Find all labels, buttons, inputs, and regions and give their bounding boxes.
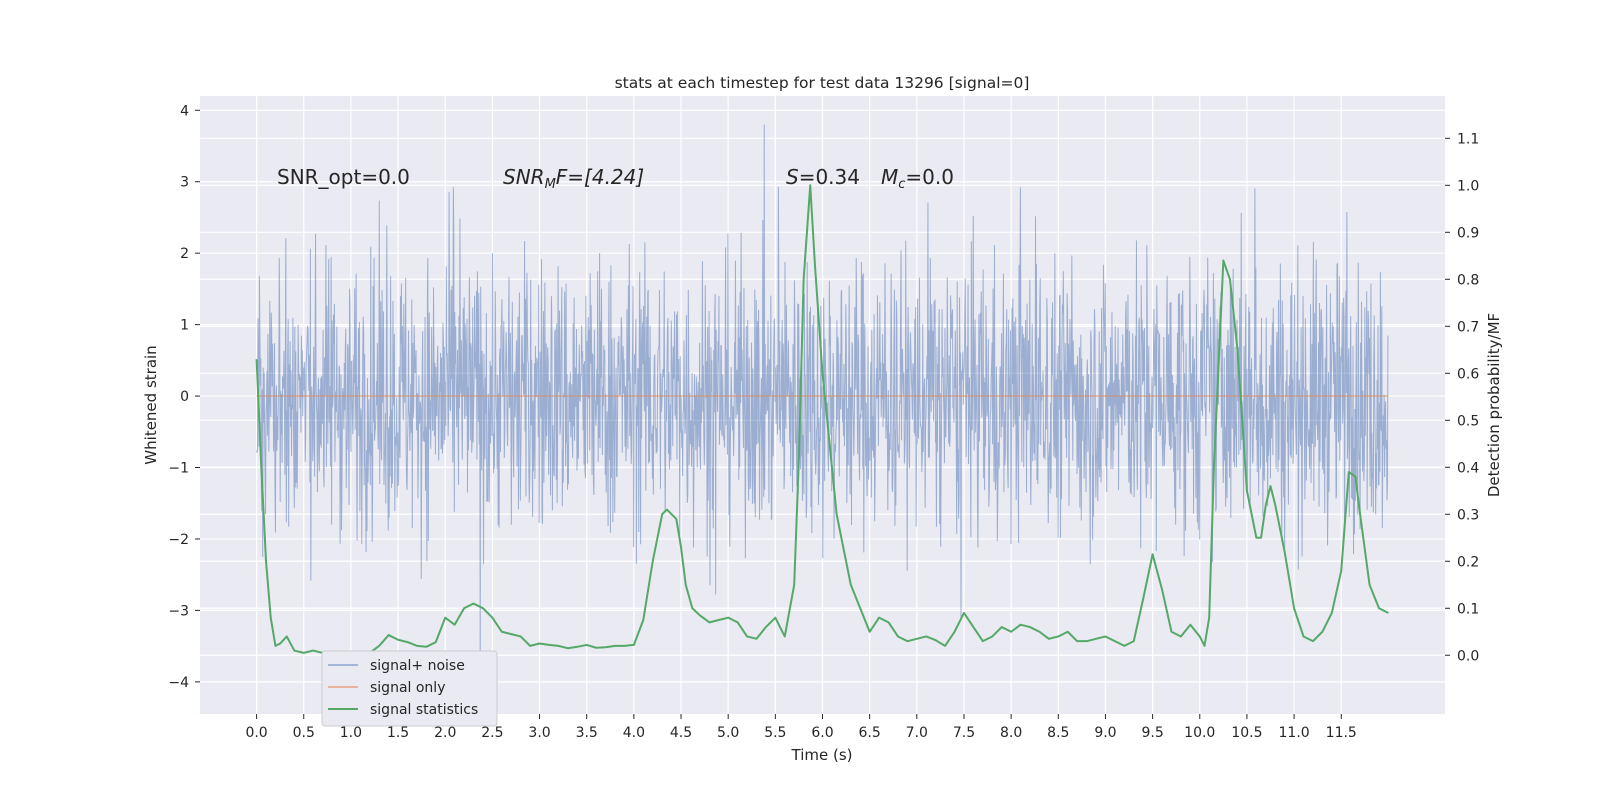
y2-tick-label: 0.3 — [1457, 507, 1479, 523]
x-tick-label: 3.5 — [576, 725, 598, 741]
x-tick-label: 7.0 — [906, 725, 928, 741]
axes-ticks: 0.0 0.5 1.0 1.5 2.0 2.5 3.0 3.5 4.0 4.5 5.0 5.5 6.0 6… — [168, 103, 1479, 741]
annotation-snr-mf-base: SNR — [503, 165, 545, 189]
x-tick-label: 1.5 — [387, 725, 409, 741]
x-tick-label: 0.0 — [245, 725, 267, 741]
y2-tick-label: 1.1 — [1457, 131, 1479, 147]
y-tick-label: −4 — [168, 675, 189, 691]
annotation-mc-var: M — [881, 165, 898, 189]
y-tick-label: 2 — [180, 246, 189, 262]
y-tick-label: −2 — [168, 532, 189, 548]
x-tick-label: 10.0 — [1184, 725, 1215, 741]
legend-label-signal-statistics: signal statistics — [370, 702, 478, 718]
annotation-snr-mf-after: F=[4.24] — [556, 165, 644, 189]
y2-tick-label: 0.5 — [1457, 413, 1479, 429]
x-tick-label: 6.0 — [811, 725, 833, 741]
chart-title: stats at each timestep for test data 132… — [615, 74, 1030, 92]
annotation-mc-sub: c — [898, 177, 905, 192]
annotation-s: S=0.34 — [786, 165, 860, 189]
x-tick-label: 8.5 — [1047, 725, 1069, 741]
y-tick-label: 4 — [180, 103, 189, 119]
x-tick-label: 9.5 — [1141, 725, 1163, 741]
annotation-snr-opt: SNR_opt=0.0 — [277, 165, 410, 189]
y2-tick-label: 1.0 — [1457, 178, 1479, 194]
series-layer — [255, 124, 1389, 664]
x-tick-label: 0.5 — [293, 725, 315, 741]
x-tick-label: 6.5 — [859, 725, 881, 741]
x-tick-label: 11.0 — [1279, 725, 1310, 741]
y-tick-label: −1 — [168, 461, 189, 477]
legend-label-signal-only: signal only — [370, 680, 445, 696]
x-tick-label: 1.0 — [340, 725, 362, 741]
y-axis-label: Whitened strain — [142, 345, 160, 464]
y2-tick-label: 0.9 — [1457, 225, 1479, 241]
annotation-snr-mf-sub: M — [545, 177, 556, 192]
annotation-mc-val: =0.0 — [905, 165, 954, 189]
y-tick-label: 0 — [180, 389, 189, 405]
legend-box — [321, 650, 498, 727]
x-tick-label: 10.5 — [1231, 725, 1262, 741]
x-tick-label: 7.5 — [953, 725, 975, 741]
y2-tick-label: 0.2 — [1457, 554, 1479, 570]
legend-label-signal-noise: signal+ noise — [370, 658, 465, 674]
x-tick-label: 5.5 — [764, 725, 786, 741]
annotation-mc: Mc=0.0 — [881, 165, 954, 192]
y2-tick-label: 0.0 — [1457, 648, 1479, 664]
y2-tick-label: 0.7 — [1457, 319, 1479, 335]
x-tick-label: 2.5 — [481, 725, 503, 741]
annotation-snr-mf: SNRMF=[4.24] — [503, 165, 644, 192]
x-tick-label: 3.0 — [528, 725, 550, 741]
x-tick-label: 11.5 — [1326, 725, 1357, 741]
annotation-s-val: =0.34 — [799, 165, 860, 189]
annotation-s-var: S — [786, 165, 799, 189]
y-tick-label: −3 — [168, 603, 189, 619]
x-tick-label: 2.0 — [434, 725, 456, 741]
y2-tick-label: 0.8 — [1457, 272, 1479, 288]
x-tick-label: 9.0 — [1094, 725, 1116, 741]
series-signal-statistics-line — [255, 184, 1389, 655]
y-tick-label: 3 — [180, 175, 189, 191]
y2-tick-label: 0.6 — [1457, 366, 1479, 382]
legend: signal+ noise signal only signal statist… — [321, 650, 498, 727]
y2-tick-label: 0.1 — [1457, 601, 1479, 617]
x-tick-label: 8.0 — [1000, 725, 1022, 741]
x-tick-label: 5.0 — [717, 725, 739, 741]
y-tick-label: 1 — [180, 318, 189, 334]
series-signal-noise-line — [256, 124, 1389, 664]
y2-tick-label: 0.4 — [1457, 460, 1479, 476]
y2-axis-label: Detection probability/MF — [1485, 313, 1503, 497]
x-tick-label: 4.0 — [623, 725, 645, 741]
x-tick-label: 4.5 — [670, 725, 692, 741]
x-axis-label: Time (s) — [791, 746, 853, 764]
